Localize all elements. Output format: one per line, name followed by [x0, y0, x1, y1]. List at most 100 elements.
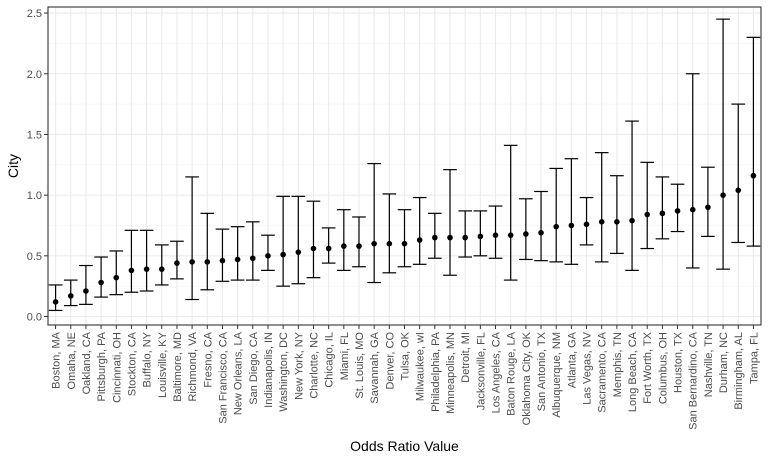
error-bar — [488, 205, 503, 259]
point-estimate — [492, 232, 499, 238]
x-tick-label: Buffalo, NY — [142, 331, 154, 387]
point-estimate — [341, 243, 347, 249]
x-tick-label: San Antonio, TX — [536, 331, 548, 411]
error-bar — [716, 18, 730, 270]
x-tick-label: New Orleans, LA — [233, 331, 245, 415]
x-tick-label: Philadelphia, PA — [430, 331, 442, 412]
point-estimate — [189, 259, 195, 265]
error-bar — [276, 195, 290, 287]
point-estimate — [325, 245, 332, 252]
point-estimate — [128, 267, 135, 274]
error-bar — [746, 36, 761, 247]
x-tick-label: Atlanta, GA — [566, 331, 578, 388]
y-tick-label: 2.5 — [27, 8, 42, 20]
error-bar — [200, 212, 215, 291]
x-tick-label: San Francisco, CA — [217, 331, 229, 423]
error-bar — [185, 176, 199, 301]
point-estimate — [583, 221, 590, 228]
error-bar — [655, 176, 670, 240]
x-tick-label: Tampa, FL — [748, 332, 760, 384]
x-tick-label: Omaha, NE — [66, 332, 78, 389]
point-estimate — [614, 219, 620, 225]
x-tick-label: Columbus, OH — [657, 332, 669, 404]
x-tick-label: Los Angeles, CA — [491, 331, 503, 413]
error-bar — [306, 200, 321, 279]
error-bar — [245, 221, 260, 281]
point-estimate — [750, 172, 757, 179]
x-tick-label: Fresno, CA — [202, 331, 214, 387]
point-estimate — [52, 299, 59, 305]
point-estimate — [416, 237, 423, 243]
x-tick-label: Albuquerque, NM — [551, 332, 563, 418]
point-estimates — [52, 172, 757, 305]
x-tick-label: Savannah, GA — [369, 331, 381, 403]
point-estimate — [689, 206, 696, 213]
error-bar — [109, 250, 124, 296]
x-tick-label: Miami, FL — [339, 332, 351, 380]
x-tick-label: New York, NY — [293, 331, 305, 400]
error-bar — [48, 284, 63, 312]
y-axis-title: City — [5, 154, 21, 178]
x-tick-label: Durham, NC — [718, 332, 730, 393]
x-tick-label: Birmingham, AL — [733, 332, 745, 410]
point-estimate — [598, 219, 605, 225]
error-bar — [291, 195, 306, 285]
x-tick-label: Long Beach, CA — [627, 331, 639, 412]
x-axis: Boston, MA Omaha, NE Oakland, CA Pittsburgh… — [51, 325, 760, 430]
error-bar — [579, 196, 594, 246]
x-tick-label: Minneapolis, MN — [445, 332, 457, 414]
point-estimate — [67, 293, 74, 299]
error-bar — [625, 120, 639, 271]
point-estimate — [143, 266, 150, 272]
error-bar — [321, 227, 336, 264]
x-tick-label: St. Louis, MO — [354, 332, 366, 399]
y-tick-label: 0.5 — [27, 251, 42, 263]
point-estimate — [705, 204, 711, 211]
error-bar — [685, 73, 700, 269]
point-estimate — [568, 222, 575, 229]
y-tick-label: 2.0 — [27, 69, 42, 81]
point-estimate — [310, 245, 317, 252]
point-estimate — [295, 249, 302, 255]
error-bar — [640, 161, 655, 250]
point-estimate — [158, 266, 165, 272]
x-tick-label: Denver, CO — [384, 332, 396, 390]
x-tick-label: Indianapolis, IN — [263, 332, 275, 408]
point-estimate — [659, 210, 666, 217]
error-bar — [261, 234, 275, 271]
error-bar — [230, 226, 245, 281]
point-estimate — [447, 234, 453, 241]
x-tick-label: Detroit, MI — [460, 332, 472, 383]
error-bar — [443, 169, 457, 276]
error-bar — [670, 183, 685, 233]
x-tick-label: Memphis, TN — [612, 332, 624, 397]
error-bar — [473, 210, 488, 257]
point-estimate — [265, 253, 271, 259]
x-axis-title: Odds Ratio Value — [350, 438, 459, 454]
point-estimate — [249, 255, 256, 262]
point-estimate — [280, 251, 286, 258]
error-bar — [610, 175, 624, 254]
point-estimate — [98, 279, 104, 286]
x-tick-label: Las Vegas, NV — [582, 331, 594, 404]
x-tick-label: Tulsa, OK — [400, 331, 412, 380]
point-estimate — [83, 288, 89, 294]
x-tick-label: Charlotte, NC — [308, 332, 320, 399]
point-estimate — [432, 234, 438, 241]
y-axis: 0.0 0.5 1.0 1.5 2.0 2.5 — [27, 8, 48, 324]
error-bar — [63, 279, 78, 307]
error-bar — [549, 167, 564, 263]
error-bar — [352, 216, 366, 268]
x-tick-label: Pittsburgh, PA — [96, 331, 108, 401]
x-tick-label: San Bernardino, CA — [688, 331, 700, 429]
error-bar — [336, 209, 351, 271]
point-estimate — [113, 274, 120, 281]
point-estimate — [401, 240, 408, 247]
error-bar — [139, 229, 154, 292]
point-estimate — [523, 231, 529, 237]
error-bar — [215, 228, 230, 282]
y-tick-label: 1.5 — [27, 129, 42, 141]
x-tick-label: Sacramento, CA — [597, 331, 609, 412]
point-estimate — [371, 240, 377, 247]
